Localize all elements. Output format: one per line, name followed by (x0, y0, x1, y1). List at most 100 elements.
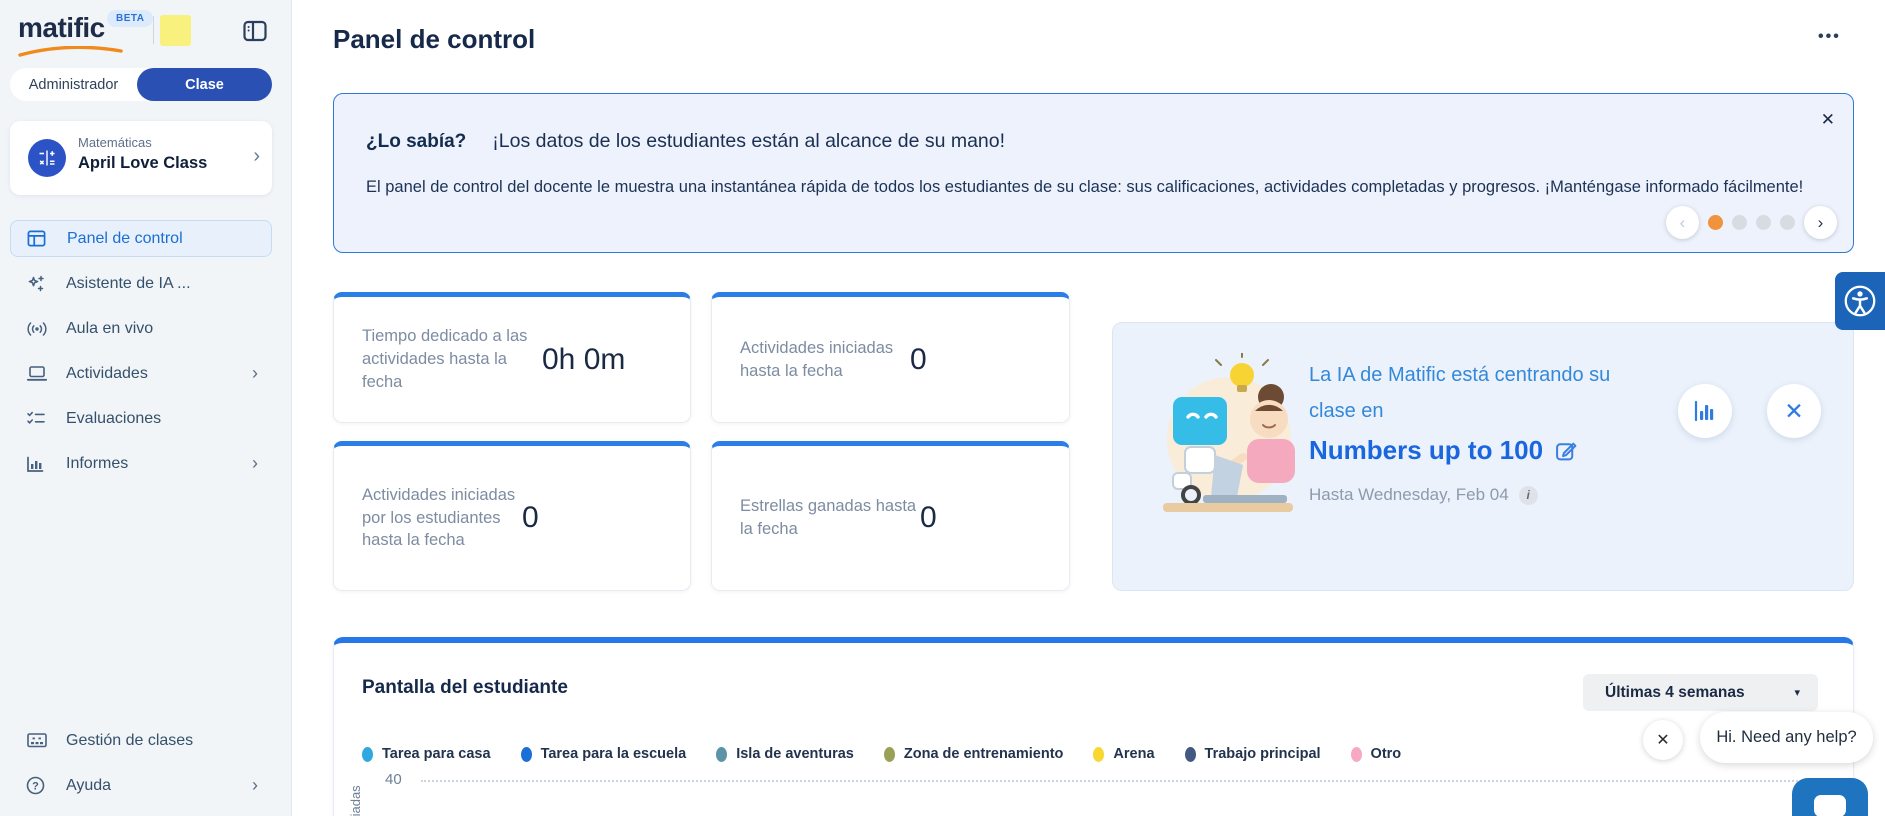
chevron-right-icon: › (252, 453, 258, 473)
close-icon[interactable]: ✕ (1820, 110, 1835, 129)
carousel-dot[interactable] (1756, 215, 1771, 230)
edit-icon[interactable] (1555, 439, 1578, 462)
class-subject: Matemáticas (78, 135, 152, 150)
sparkles-icon (26, 274, 48, 294)
chat-bubble-glyph (1814, 795, 1846, 816)
logo-text: matific (18, 12, 105, 43)
sidebar-item-evaluaciones[interactable]: Evaluaciones (10, 400, 272, 437)
sidebar-item-panel-de-control[interactable]: Panel de control (10, 220, 272, 257)
carousel-prev-button[interactable]: ‹ (1666, 206, 1699, 239)
sidebar-item-label: Panel de control (67, 229, 183, 247)
stat-value: 0 (910, 342, 927, 376)
date-range-dropdown[interactable]: Últimas 4 semanas ▾ (1583, 674, 1818, 711)
banner-body: El panel de control del docente le muest… (366, 178, 1804, 196)
y-axis-label: Actividades iniciadas (348, 785, 363, 816)
sidebar-item-label: Aula en vivo (66, 319, 154, 337)
legend-item[interactable]: Arena (1093, 746, 1155, 762)
legend-dot (1350, 746, 1362, 762)
ai-until-date: Hasta Wednesday, Feb 04 (1309, 485, 1509, 504)
stat-card-time-spent: Tiempo dedicado a las actividades hasta … (333, 292, 691, 423)
stat-label: Actividades iniciadas hasta la fecha (740, 338, 894, 380)
legend-item[interactable]: Tarea para la escuela (520, 746, 686, 762)
y-axis-tick: 40 (385, 771, 402, 788)
bar-chart-icon (26, 454, 48, 474)
carousel-next-button[interactable]: › (1804, 206, 1837, 239)
banner-heading-rest: ¡Los datos de los estudiantes están al a… (492, 130, 1006, 152)
sidebar-item-gestion-de-clases[interactable]: Gestión de clases (10, 722, 272, 759)
legend-dot (362, 746, 373, 762)
info-icon[interactable]: i (1518, 485, 1538, 505)
sidebar-item-label: Actividades (66, 364, 148, 382)
sidebar-collapse-icon[interactable] (243, 20, 267, 42)
sidebar-item-label: Asistente de IA ... (66, 274, 191, 292)
math-subject-icon (28, 139, 66, 177)
robot-teacher-illustration (1163, 353, 1295, 512)
sidebar-nav-bottom: Gestión de clases ? Ayuda › (10, 722, 272, 812)
sidebar-item-label: Ayuda (66, 776, 112, 794)
legend-dot (1184, 746, 1196, 762)
sidebar-item-actividades[interactable]: Actividades › (10, 355, 272, 392)
legend-dot (716, 746, 728, 762)
date-range-value: Últimas 4 semanas (1605, 683, 1745, 701)
sidebar: matific BETA Administrador Clase Matemát… (0, 0, 292, 816)
legend-item[interactable]: Isla de aventuras (716, 746, 854, 762)
sidebar-item-label: Gestión de clases (66, 731, 194, 749)
user-avatar[interactable] (160, 15, 191, 46)
accessibility-icon (1844, 285, 1876, 317)
legend-item[interactable]: Otro (1350, 746, 1401, 762)
beta-badge: BETA (107, 10, 154, 27)
role-tab-administrador[interactable]: Administrador (28, 76, 119, 93)
banner-heading-bold: ¿Lo sabía? (366, 131, 467, 152)
chat-dismiss-button[interactable]: ✕ (1643, 720, 1683, 760)
ai-topic-link[interactable]: Numbers up to 100 (1309, 435, 1544, 465)
sidebar-item-aula-en-vivo[interactable]: Aula en vivo (10, 310, 272, 347)
matific-logo[interactable]: matific (18, 12, 123, 57)
broadcast-icon (26, 319, 48, 339)
ai-report-button[interactable] (1678, 384, 1732, 438)
stat-label: Estrellas ganadas hasta la fecha (740, 497, 917, 538)
chat-help-prompt[interactable]: Hi. Need any help? (1700, 712, 1873, 763)
caret-down-icon: ▾ (1794, 687, 1800, 699)
stat-card-stars-earned: Estrellas ganadas hasta la fecha 0 (711, 441, 1070, 591)
overflow-menu-button[interactable]: ••• (1818, 28, 1841, 45)
stat-value: 0h 0m (542, 342, 626, 376)
checklist-icon (26, 409, 48, 429)
sidebar-item-ayuda[interactable]: ? Ayuda › (10, 767, 272, 804)
stat-card-student-started: Actividades iniciadas por los estudiante… (333, 441, 691, 591)
chart-legend: Tarea para casa Tarea para la escuela Is… (362, 746, 1401, 762)
legend-dot (520, 746, 532, 762)
sidebar-nav: Panel de control Asistente de IA ... Aul… (10, 220, 272, 490)
chart-icon (1694, 400, 1714, 422)
legend-item[interactable]: Zona de entrenamiento (883, 746, 1063, 762)
carousel-dot[interactable] (1732, 215, 1747, 230)
sidebar-item-asistente-ia[interactable]: Asistente de IA ... (10, 265, 272, 302)
legend-dot (883, 746, 895, 762)
class-selector-card[interactable]: Matemáticas April Love Class › (10, 121, 272, 195)
stat-label: Tiempo dedicado a las actividades hasta … (362, 327, 528, 391)
legend-dot (1093, 746, 1105, 762)
accessibility-button[interactable] (1835, 272, 1885, 330)
chevron-right-icon: › (252, 363, 258, 383)
ai-card-text: La IA de Matific está centrando su clase… (1309, 364, 1611, 422)
classroom-icon (26, 731, 48, 751)
legend-item[interactable]: Trabajo principal (1184, 746, 1321, 762)
sidebar-item-label: Informes (66, 454, 129, 472)
sidebar-item-label: Evaluaciones (66, 409, 162, 427)
logo-swoosh (18, 46, 123, 57)
legend-item[interactable]: Tarea para casa (362, 746, 491, 762)
stat-label: Actividades iniciadas por los estudiante… (362, 485, 516, 550)
ai-close-button[interactable]: ✕ (1767, 384, 1821, 438)
role-toggle: Administrador Clase (10, 68, 272, 101)
section-title: Pantalla del estudiante (362, 677, 568, 698)
class-name: April Love Class (78, 154, 208, 172)
stat-value: 0 (920, 501, 937, 534)
carousel-dot[interactable] (1780, 215, 1795, 230)
carousel-dot[interactable] (1708, 215, 1723, 230)
chat-launcher-icon[interactable] (1792, 778, 1868, 816)
banner-carousel: ‹ › (1666, 206, 1837, 239)
sidebar-item-informes[interactable]: Informes › (10, 445, 272, 482)
gridline (421, 780, 1845, 782)
divider (153, 16, 154, 44)
role-tab-clase[interactable]: Clase (137, 68, 272, 101)
help-icon: ? (26, 776, 48, 796)
